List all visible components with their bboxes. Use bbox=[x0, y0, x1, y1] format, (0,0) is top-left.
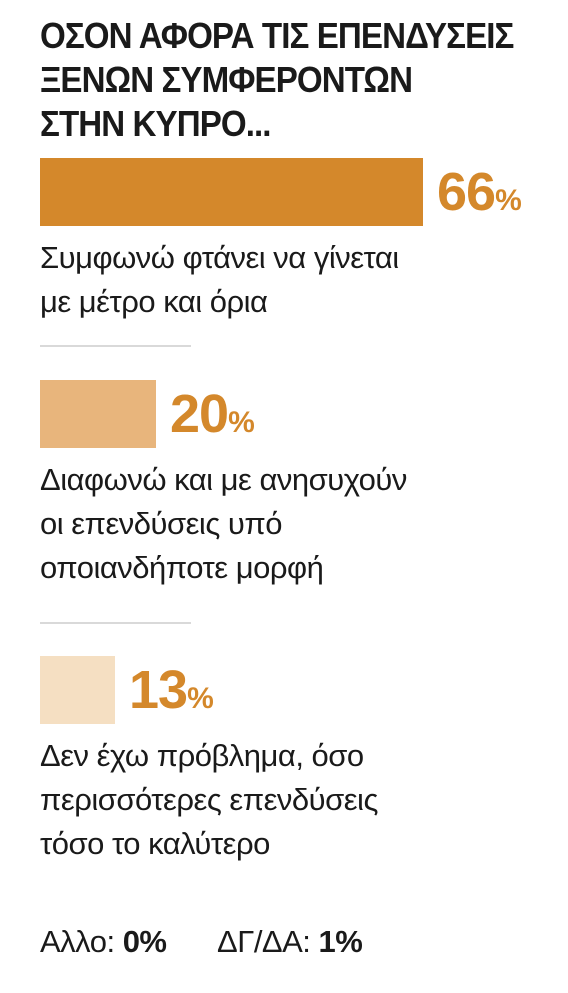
category-line: Συμφωνώ φτάνει να γίνεται bbox=[40, 240, 399, 275]
value-number: 13 bbox=[129, 660, 188, 720]
value-label: 20% bbox=[170, 384, 255, 453]
category-line: οι επενδύσεις υπό bbox=[40, 506, 282, 541]
footer-note: Αλλο: 0% ΔΓ/ΔΑ: 1% bbox=[40, 920, 363, 964]
result-item: 66% Συμφωνώ φτάνει να γίνεται με μέτρο κ… bbox=[40, 158, 560, 324]
bar bbox=[40, 380, 156, 448]
bar bbox=[40, 656, 115, 724]
category-label: Διαφωνώ και με ανησυχούν οι επενδύσεις υ… bbox=[40, 458, 480, 590]
category-label: Δεν έχω πρόβλημα, όσο περισσότερες επενδ… bbox=[40, 734, 480, 866]
category-line: οποιανδήποτε μορφή bbox=[40, 550, 324, 585]
other-value: 0% bbox=[122, 924, 167, 959]
percent-sign: % bbox=[228, 406, 255, 439]
title-line: ΞΕΝΩΝ ΣΥΜΦΕΡΟΝΤΩΝ bbox=[40, 59, 413, 100]
percent-sign: % bbox=[495, 184, 522, 217]
title-line: ΟΣΟΝ ΑΦΟΡΑ ΤΙΣ ΕΠΕΝΔΥΣΕΙΣ bbox=[40, 15, 514, 56]
category-label: Συμφωνώ φτάνει να γίνεται με μέτρο και ό… bbox=[40, 236, 480, 324]
value-label: 13% bbox=[129, 660, 214, 729]
value-number: 20 bbox=[170, 384, 229, 444]
category-line: Διαφωνώ και με ανησυχούν bbox=[40, 462, 407, 497]
result-item: 13% Δεν έχω πρόβλημα, όσο περισσότερες ε… bbox=[40, 656, 560, 866]
result-item: 20% Διαφωνώ και με ανησυχούν οι επενδύσε… bbox=[40, 380, 560, 590]
title-line: ΣΤΗΝ ΚΥΠΡΟ... bbox=[40, 103, 271, 144]
value-number: 66 bbox=[437, 162, 496, 222]
percent-sign: % bbox=[187, 682, 214, 715]
bar bbox=[40, 158, 423, 226]
dk-na-label: ΔΓ/ΔΑ: bbox=[217, 924, 311, 959]
dk-na-value: 1% bbox=[318, 924, 363, 959]
chart-title: ΟΣΟΝ ΑΦΟΡΑ ΤΙΣ ΕΠΕΝΔΥΣΕΙΣ ΞΕΝΩΝ ΣΥΜΦΕΡΟΝ… bbox=[40, 14, 514, 146]
category-line: Δεν έχω πρόβλημα, όσο bbox=[40, 738, 364, 773]
category-line: τόσο το καλύτερο bbox=[40, 826, 270, 861]
divider bbox=[40, 345, 191, 347]
divider bbox=[40, 622, 191, 624]
category-line: με μέτρο και όρια bbox=[40, 284, 268, 319]
other-label: Αλλο: bbox=[40, 924, 115, 959]
value-label: 66% bbox=[437, 162, 522, 231]
category-line: περισσότερες επενδύσεις bbox=[40, 782, 378, 817]
